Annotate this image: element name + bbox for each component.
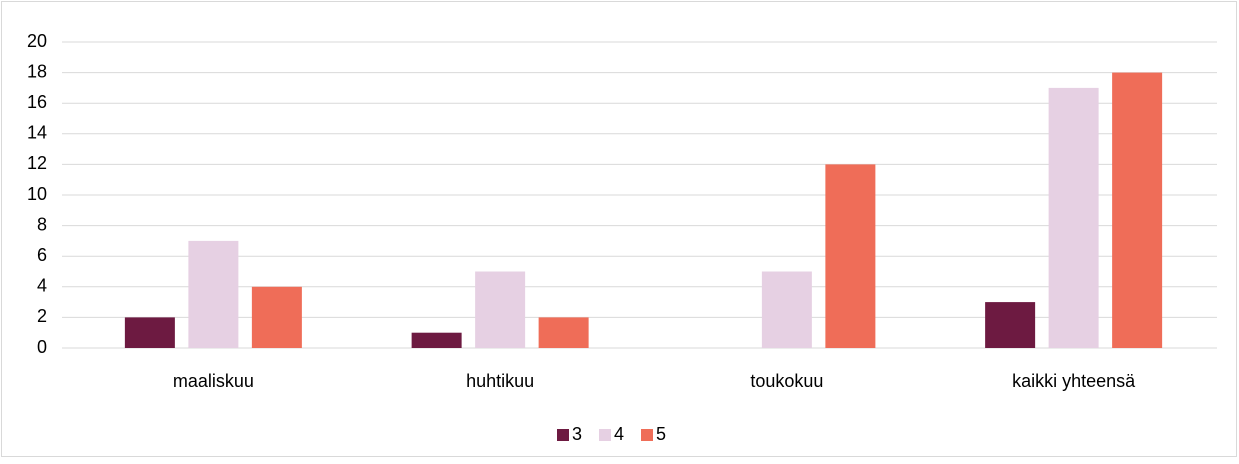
y-tick-label: 14 <box>27 123 47 143</box>
bar <box>1048 87 1099 349</box>
legend-label: 3 <box>572 424 582 444</box>
y-tick-label: 0 <box>37 337 47 357</box>
y-tick-label: 20 <box>27 31 47 51</box>
bar <box>1112 72 1163 348</box>
legend-swatch <box>599 429 611 441</box>
x-tick-label: toukokuu <box>750 371 823 391</box>
y-tick-label: 2 <box>37 306 47 326</box>
x-tick-label: maaliskuu <box>173 371 254 391</box>
y-tick-label: 10 <box>27 184 47 204</box>
y-tick-label: 4 <box>37 276 47 296</box>
legend-swatch <box>641 429 653 441</box>
legend-label: 5 <box>656 424 666 444</box>
y-tick-label: 6 <box>37 245 47 265</box>
bar <box>761 271 812 348</box>
x-tick-label: huhtikuu <box>466 371 534 391</box>
bar <box>985 302 1036 348</box>
bar <box>538 317 589 348</box>
x-tick-label: kaikki yhteensä <box>1012 371 1136 391</box>
bar <box>188 240 239 348</box>
bar <box>251 286 302 348</box>
bar <box>411 332 462 348</box>
legend-swatch <box>557 429 569 441</box>
bar <box>825 164 876 348</box>
legend-label: 4 <box>614 424 624 444</box>
y-tick-label: 18 <box>27 61 47 81</box>
y-tick-label: 16 <box>27 92 47 112</box>
bar <box>124 317 175 348</box>
y-tick-label: 12 <box>27 153 47 173</box>
bar <box>475 271 526 348</box>
y-tick-label: 8 <box>37 214 47 234</box>
